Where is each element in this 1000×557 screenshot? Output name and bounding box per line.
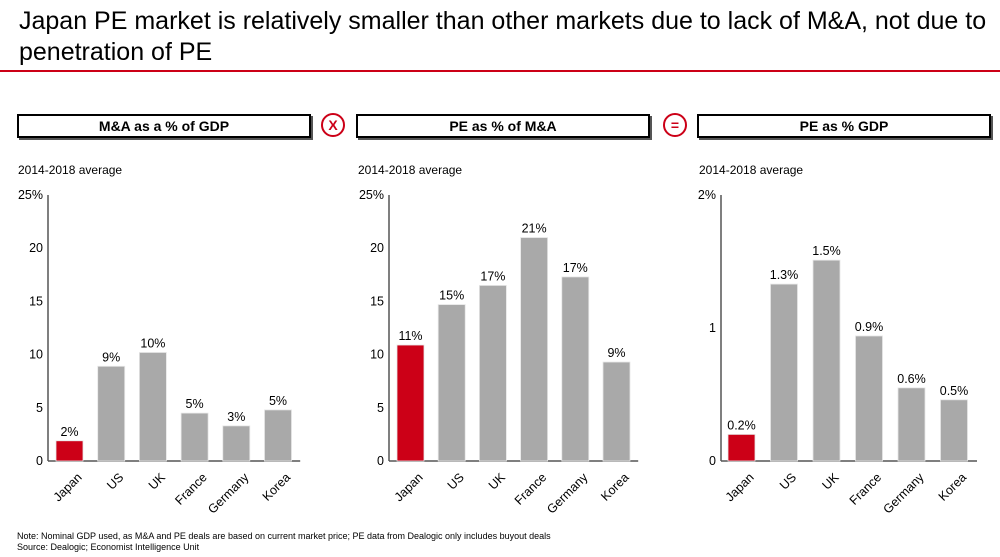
header-ma-gdp: M&A as a % of GDP <box>17 114 311 138</box>
header-pe-gdp: PE as % GDP <box>697 114 991 138</box>
y-tick-label: 5 <box>377 401 384 415</box>
y-tick-label: 1 <box>709 321 716 335</box>
bar-france <box>180 412 209 462</box>
y-tick-label: 20 <box>29 241 43 255</box>
category-label: UK <box>486 470 509 493</box>
data-label: 5% <box>186 397 204 411</box>
y-tick-label: 10 <box>370 348 384 362</box>
data-label: 15% <box>439 289 464 303</box>
bar-korea <box>264 409 292 462</box>
slide-title: Japan PE market is relatively smaller th… <box>19 7 987 66</box>
data-label: 17% <box>480 269 505 283</box>
bar-japan <box>55 440 84 462</box>
bar-uk <box>478 285 507 462</box>
category-label: Germany <box>880 470 927 517</box>
category-label: US <box>104 470 126 492</box>
data-label: 0.6% <box>897 372 926 386</box>
category-label: Korea <box>936 470 970 504</box>
data-label: 17% <box>563 261 588 275</box>
category-label: US <box>777 470 799 492</box>
data-label: 11% <box>398 329 422 343</box>
category-label: Japan <box>392 470 426 504</box>
note-text: Note: Nominal GDP used, as M&A and PE de… <box>17 531 551 541</box>
bar-uk <box>812 259 841 462</box>
source-text: Source: Dealogic; Economist Intelligence… <box>17 542 200 552</box>
bar-germany <box>222 425 251 462</box>
bar-france <box>520 237 549 462</box>
category-label: Germany <box>205 470 252 517</box>
chart-pe-gdp: 0 1 2% 0.2% Japan 1.3% US 1.5% UK 0.9% France 0.6% G… <box>698 188 977 517</box>
subtitle-chart-3: 2014-2018 average <box>699 163 804 177</box>
category-label: Japan <box>723 470 757 504</box>
category-label: US <box>445 470 467 492</box>
bar-japan <box>727 433 756 462</box>
y-tick-label: 15 <box>29 294 43 308</box>
title-divider <box>0 70 1000 72</box>
chart-ma-gdp: 0 5 10 15 20 25% 2% Japan 9% US 10% UK 5% France 3% Ger… <box>18 188 301 517</box>
y-tick-label: 25% <box>359 188 384 202</box>
data-label: 0.5% <box>940 384 969 398</box>
footnote: Note: Nominal GDP used, as M&A and PE de… <box>17 531 551 553</box>
bar-korea <box>940 399 968 462</box>
data-label: 1.5% <box>812 244 841 258</box>
data-label: 3% <box>227 410 245 424</box>
data-label: 0.9% <box>855 320 884 334</box>
bar-uk <box>138 352 167 462</box>
data-label: 10% <box>140 336 165 350</box>
bar-germany <box>561 276 590 462</box>
subtitle-chart-1: 2014-2018 average <box>18 163 123 177</box>
category-label: Korea <box>598 470 632 504</box>
bar-korea <box>602 361 631 462</box>
category-label: Japan <box>51 470 85 504</box>
bar-us <box>437 304 466 462</box>
category-label: France <box>847 470 884 507</box>
y-tick-label: 0 <box>36 454 43 468</box>
category-label: UK <box>146 470 169 493</box>
y-tick-label: 0 <box>709 454 716 468</box>
bar-germany <box>897 387 926 462</box>
data-label: 21% <box>522 222 547 236</box>
category-label: France <box>512 470 549 507</box>
subtitle-chart-2: 2014-2018 average <box>358 163 463 177</box>
header-pe-ma: PE as % of M&A <box>356 114 650 138</box>
y-tick-label: 20 <box>370 241 384 255</box>
data-label: 5% <box>269 394 287 408</box>
data-label: 1.3% <box>770 268 799 282</box>
y-tick-label: 5 <box>36 401 43 415</box>
y-tick-label: 25% <box>18 188 43 202</box>
bar-us <box>97 365 126 462</box>
bar-france <box>855 335 883 462</box>
data-label: 0.2% <box>727 418 756 432</box>
y-tick-label: 0 <box>377 454 384 468</box>
bar-japan <box>396 344 425 462</box>
category-label: Germany <box>544 470 591 517</box>
category-label: Korea <box>260 470 294 504</box>
multiply-icon: X <box>321 113 345 137</box>
data-label: 9% <box>102 350 120 364</box>
category-label: UK <box>820 470 843 493</box>
chart-pe-ma: 0 5 10 15 20 25% 11% Japan 15% US 17% UK 21% France 17… <box>359 188 639 517</box>
data-label: 9% <box>607 346 625 360</box>
y-tick-label: 15 <box>370 294 384 308</box>
y-tick-label: 2% <box>698 188 716 202</box>
category-label: France <box>172 470 209 507</box>
data-label: 2% <box>60 425 78 439</box>
y-tick-label: 10 <box>29 348 43 362</box>
equals-icon: = <box>663 113 687 137</box>
bar-us <box>770 283 798 462</box>
